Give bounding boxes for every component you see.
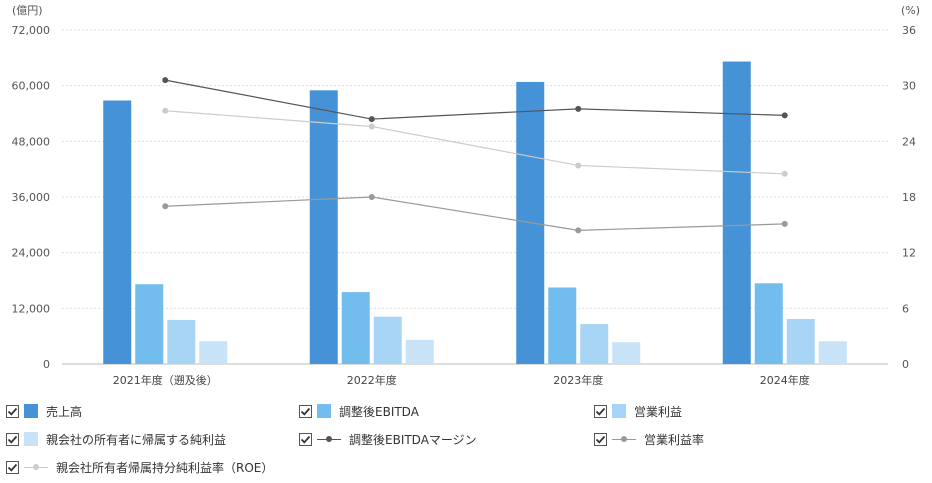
x-axis-tick-label: 2024年度 (760, 373, 810, 387)
data-point (575, 227, 582, 234)
right-axis-tick-label: 18 (902, 191, 916, 204)
right-axis-tick-label: 0 (902, 358, 909, 371)
financial-chart: (億円) (%) 0 12,000 24,000 36,000 48,000 60,000… (12, 4, 921, 387)
checkmark-icon (7, 407, 18, 416)
legend-checkbox[interactable] (299, 432, 312, 446)
x-axis-tick-label: 2022年度 (347, 373, 397, 387)
right-axis-unit: (%) (901, 4, 920, 17)
legend-swatch (24, 460, 48, 474)
data-point (575, 162, 582, 169)
bar (199, 341, 228, 364)
left-axis-tick-label: 60,000 (12, 80, 51, 93)
data-point (781, 220, 788, 227)
legend-checkbox[interactable] (299, 404, 312, 418)
legend-item-ebitda-margin[interactable]: 調整後EBITDAマージン (299, 428, 477, 450)
left-axis-unit: (億円) (12, 4, 43, 17)
legend-checkbox[interactable] (6, 404, 19, 418)
legend-item-operating-margin[interactable]: 営業利益率 (594, 428, 704, 450)
legend-swatch (317, 432, 341, 446)
legend-item-adjusted-ebitda[interactable]: 調整後EBITDA (299, 400, 419, 422)
series-line (165, 196, 785, 232)
left-axis-tick-label: 24,000 (12, 247, 51, 260)
legend-label: 営業利益率 (644, 432, 705, 447)
series-line (165, 79, 785, 120)
legend-label: 営業利益 (634, 404, 683, 419)
legend-label: 調整後EBITDAマージン (349, 432, 477, 447)
checkmark-icon (595, 435, 606, 444)
bar (103, 100, 132, 364)
bar (309, 90, 338, 365)
bar (612, 342, 641, 364)
legend-checkbox[interactable] (6, 432, 19, 446)
data-point (368, 116, 375, 123)
right-axis-tick-label: 6 (902, 302, 909, 315)
bar (135, 284, 164, 364)
right-axis-tick-label: 12 (902, 247, 916, 260)
checkmark-icon (7, 463, 18, 472)
left-axis-tick-label: 72,000 (12, 24, 51, 37)
bar (341, 292, 370, 364)
legend-item-sales[interactable]: 売上高 (6, 400, 82, 422)
left-axis-tick-label: 12,000 (12, 302, 51, 315)
series-line (165, 110, 785, 175)
bar (580, 324, 609, 364)
legend-checkbox[interactable] (594, 404, 607, 418)
bar (754, 283, 783, 364)
legend-item-net-income[interactable]: 親会社の所有者に帰属する純利益 (6, 428, 226, 450)
left-axis-tick-label: 36,000 (12, 191, 51, 204)
legend-swatch (612, 404, 626, 418)
checkmark-icon (595, 407, 606, 416)
bar (786, 319, 815, 364)
data-point (575, 105, 582, 112)
legend-label: 売上高 (46, 404, 83, 419)
data-point (162, 203, 169, 210)
legend-swatch (24, 432, 38, 446)
legend-swatch (612, 432, 636, 446)
legend-checkbox[interactable] (594, 432, 607, 446)
checkmark-icon (7, 435, 18, 444)
bar (722, 61, 751, 365)
right-axis-tick-label: 36 (902, 24, 916, 37)
data-point (781, 112, 788, 119)
legend-item-roe[interactable]: 親会社所有者帰属持分純利益率（ROE） (6, 456, 273, 478)
legend-checkbox[interactable] (6, 460, 19, 474)
bar (548, 287, 577, 364)
legend-label: 調整後EBITDA (339, 404, 419, 419)
legend-label: 親会社の所有者に帰属する純利益 (46, 432, 227, 447)
bar (373, 316, 402, 364)
right-axis-tick-label: 24 (902, 135, 916, 148)
legend-swatch (24, 404, 38, 418)
chart-legend: 売上高 調整後EBITDA 営業利益 親会社の所有者に帰属する純利益 調整後EB… (0, 398, 932, 483)
legend-item-operating-income[interactable]: 営業利益 (594, 400, 682, 422)
left-axis-tick-label: 48,000 (12, 135, 51, 148)
data-point (162, 77, 169, 84)
checkmark-icon (300, 407, 311, 416)
bar (405, 339, 434, 364)
checkmark-icon (300, 435, 311, 444)
data-point (368, 194, 375, 200)
x-axis-tick-label: 2021年度（遡及後） (113, 373, 218, 387)
bar (818, 341, 847, 364)
data-point (162, 107, 169, 114)
right-axis-tick-label: 30 (902, 80, 916, 93)
data-point (368, 123, 375, 130)
data-point (781, 170, 788, 177)
x-axis-tick-label: 2023年度 (553, 373, 603, 387)
left-axis-tick-label: 0 (43, 358, 50, 371)
legend-swatch (317, 404, 331, 418)
legend-label: 親会社所有者帰属持分純利益率（ROE） (56, 460, 274, 475)
bar (167, 319, 196, 364)
